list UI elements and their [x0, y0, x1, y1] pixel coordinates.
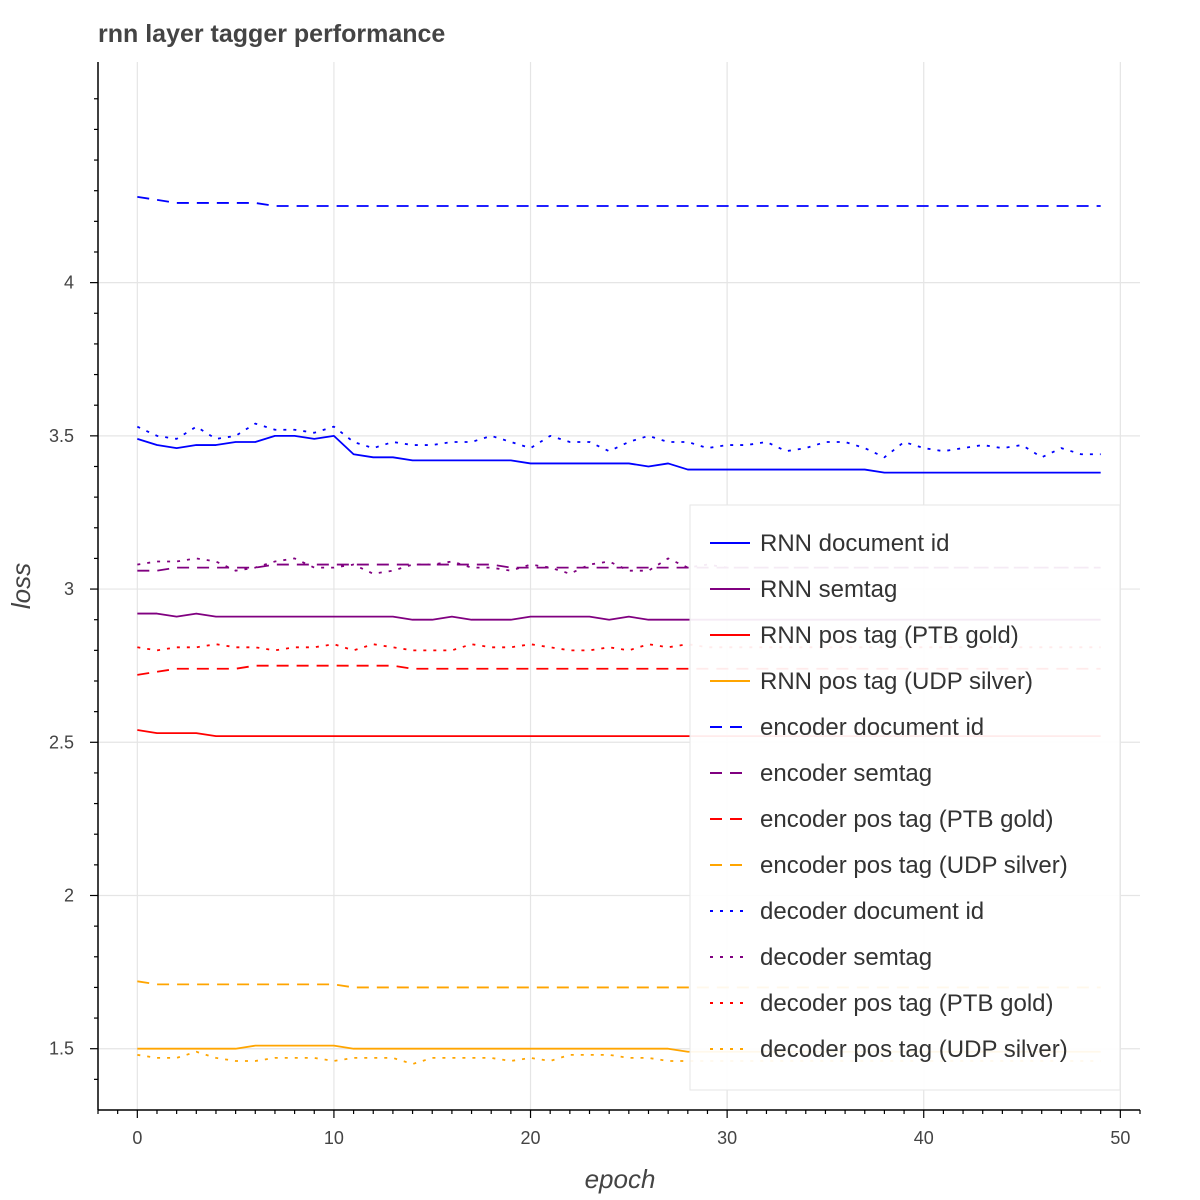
x-tick-label: 40: [914, 1128, 934, 1148]
legend-box: [689, 504, 1121, 1091]
x-tick-label: 50: [1110, 1128, 1130, 1148]
legend-label-0: RNN document id: [760, 530, 949, 557]
y-tick-label: 4: [64, 273, 74, 293]
legend: RNN document id RNN semtag RNN pos tag (PT…: [689, 504, 1121, 1091]
series-line-8: [136, 422, 1101, 459]
y-axis-label: loss: [6, 563, 36, 609]
axes: [97, 62, 1140, 1111]
legend-label-9: decoder semtag: [760, 944, 932, 971]
x-tick-label: 20: [521, 1128, 541, 1148]
series-line-4: [137, 195, 1101, 207]
y-ticks: 1.5 2 2.5 3 3.5 4: [49, 98, 98, 1080]
y-tick-label: 2: [64, 885, 74, 905]
legend-label-8: decoder document id: [760, 898, 984, 925]
y-tick-label: 3.5: [49, 426, 74, 446]
x-axis-label: epoch: [585, 1164, 656, 1194]
legend-items: RNN document id RNN semtag RNN pos tag (PT…: [710, 530, 1068, 1063]
x-tick-label: 30: [717, 1128, 737, 1148]
x-tick-label: 0: [132, 1128, 142, 1148]
legend-label-2: RNN pos tag (PTB gold): [760, 622, 1019, 649]
x-ticks: 0 10 20 30 40 50: [97, 1110, 1141, 1148]
y-tick-label: 2.5: [49, 732, 74, 752]
y-tick-label: 1.5: [49, 1039, 74, 1059]
x-tick-label: 10: [324, 1128, 344, 1148]
series-line-0: [137, 434, 1101, 474]
chart-title: rnn layer tagger performance: [98, 20, 445, 48]
legend-label-11: decoder pos tag (UDP silver): [760, 1036, 1068, 1063]
legend-label-1: RNN semtag: [760, 576, 897, 603]
legend-label-5: encoder semtag: [760, 760, 932, 787]
legend-label-10: decoder pos tag (PTB gold): [760, 990, 1054, 1017]
legend-label-4: encoder document id: [760, 714, 984, 741]
legend-label-7: encoder pos tag (UDP silver): [760, 852, 1068, 879]
legend-label-6: encoder pos tag (PTB gold): [760, 806, 1054, 833]
y-tick-label: 3: [64, 579, 74, 599]
legend-label-3: RNN pos tag (UDP silver): [760, 668, 1033, 695]
